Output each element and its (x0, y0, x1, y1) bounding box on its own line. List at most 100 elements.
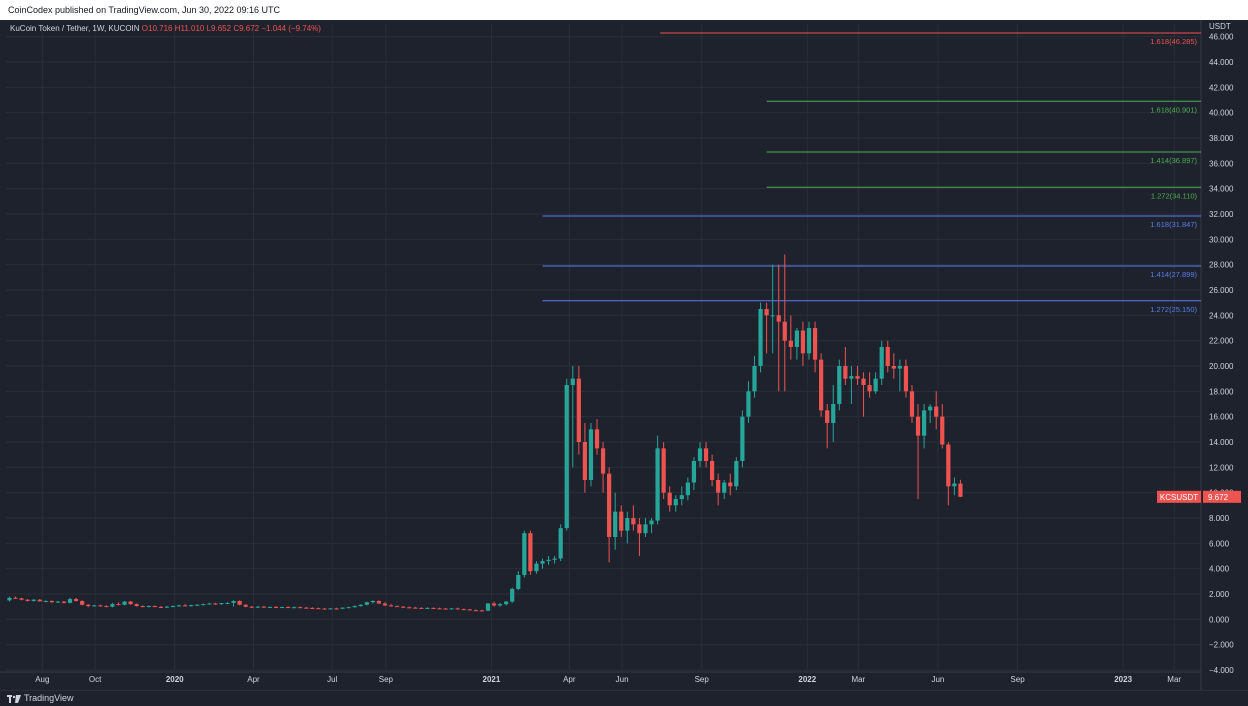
ohlc-change: −1.044 (−9.74%) (261, 24, 321, 33)
candle (534, 561, 539, 574)
candle (352, 605, 357, 608)
x-tick-label: Jun (616, 675, 629, 684)
footer-bar: TradingView (0, 690, 1248, 706)
y-tick-label: 22.000 (1209, 337, 1234, 346)
candle (776, 264, 781, 392)
candle-body (304, 607, 309, 609)
candle (873, 372, 878, 394)
candle-body (740, 416, 745, 461)
candle (940, 404, 945, 449)
candle (134, 603, 139, 607)
candle-body (55, 601, 61, 603)
candle (92, 604, 97, 607)
y-tick-label: 30.000 (1209, 235, 1234, 244)
candle (473, 609, 478, 612)
candle (673, 495, 678, 512)
candle-body (855, 376, 860, 379)
candle (225, 602, 230, 605)
fib-level-label: 1.618(31.847) (1150, 220, 1197, 229)
candle (619, 505, 624, 537)
candle-body (903, 366, 909, 392)
candle-body (909, 391, 915, 417)
candle (655, 435, 660, 525)
fib-level-label: 1.618(40.901) (1150, 105, 1197, 114)
candle (485, 602, 491, 612)
candle (667, 486, 672, 512)
candle (679, 486, 684, 506)
candle (728, 473, 733, 496)
candle (189, 604, 194, 607)
candle (903, 359, 909, 398)
candle-body (61, 601, 67, 603)
candle (831, 385, 836, 442)
candle-body (952, 483, 957, 487)
price-chart[interactable]: −4.000−2.0000.0002.0004.0006.0008.00010.… (0, 20, 1248, 690)
candle-body (261, 606, 266, 608)
candle-body (534, 563, 539, 572)
candle-body (594, 429, 600, 449)
candle (207, 602, 212, 605)
candle (55, 600, 61, 603)
y-tick-label: 34.000 (1209, 185, 1234, 194)
y-tick-label: 8.000 (1209, 514, 1230, 523)
candle-body (522, 533, 527, 575)
candle (340, 607, 345, 610)
candle (292, 606, 297, 609)
candle-body (946, 444, 951, 487)
last-price-label: 9.672 (1208, 493, 1229, 502)
candle-body (213, 603, 218, 605)
candle (570, 366, 575, 468)
x-tick-label: Aug (35, 675, 49, 684)
candle (812, 321, 818, 373)
y-tick-label: 18.000 (1209, 387, 1234, 396)
candle (849, 366, 854, 404)
tradingview-logo[interactable]: TradingView (7, 691, 74, 706)
candle-body (249, 606, 254, 608)
candle-body (758, 309, 763, 366)
candle-body (940, 416, 945, 445)
candle (625, 511, 630, 544)
candle-body (728, 482, 733, 487)
candle-body (722, 482, 727, 493)
candle-body (812, 328, 818, 360)
candle (419, 607, 424, 609)
candle-body (67, 599, 73, 603)
candle (298, 606, 303, 609)
candle (13, 596, 18, 600)
candle-body (25, 599, 30, 601)
candle (104, 605, 109, 608)
candle-body (752, 366, 757, 392)
candle (37, 599, 42, 602)
candle (716, 473, 721, 506)
candle-body (697, 448, 703, 461)
candle-body (873, 378, 878, 392)
candle-body (285, 607, 291, 609)
candle (934, 391, 939, 430)
candle-body (104, 606, 109, 608)
candle-body (201, 604, 206, 606)
candle (510, 587, 515, 603)
candle-body (110, 604, 115, 607)
candle (552, 556, 557, 564)
candle (637, 518, 642, 556)
candle (540, 558, 545, 569)
candle-body (891, 366, 896, 369)
x-tick-label: Mar (851, 675, 865, 684)
candle-body (764, 309, 769, 316)
candle (61, 600, 67, 604)
candle-body (504, 601, 509, 605)
candle-body (564, 385, 569, 529)
candle-body (298, 607, 303, 609)
candle-body (243, 604, 248, 607)
candle-body (655, 448, 660, 521)
candle (467, 608, 472, 611)
candle-body (140, 606, 145, 608)
candle (31, 599, 36, 602)
candle-body (540, 561, 545, 564)
candle (43, 600, 48, 603)
candle (80, 600, 85, 606)
candle-body (31, 599, 36, 601)
candle (195, 604, 200, 607)
candle (825, 404, 830, 449)
candle-body (770, 315, 775, 317)
